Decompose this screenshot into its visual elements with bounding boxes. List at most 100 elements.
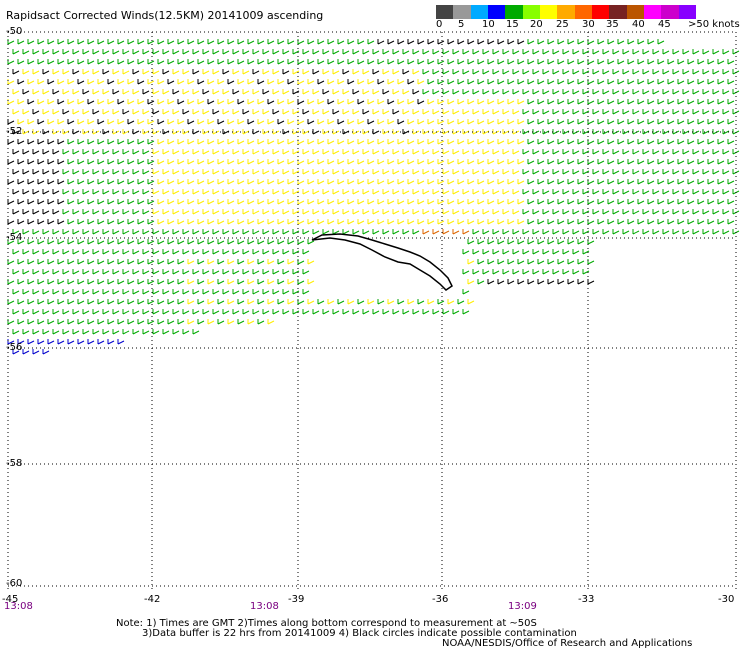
wind-barb — [507, 79, 515, 85]
wind-barb — [382, 89, 390, 95]
wind-barb — [222, 89, 230, 95]
wind-barb — [347, 99, 355, 105]
wind-barb — [637, 199, 645, 205]
wind-barb — [517, 99, 525, 105]
wind-barb — [137, 159, 145, 165]
wind-barb — [272, 69, 280, 75]
wind-barb — [462, 309, 470, 315]
wind-barb — [62, 169, 70, 175]
wind-barb — [362, 69, 370, 75]
legend-swatch — [678, 5, 696, 19]
wind-barb — [447, 179, 455, 185]
wind-barb — [92, 69, 100, 75]
wind-barb — [512, 69, 520, 75]
wind-barb — [212, 209, 220, 215]
wind-barb — [267, 159, 275, 165]
wind-barb — [622, 149, 630, 155]
wind-barb — [282, 149, 290, 155]
wind-barb — [257, 179, 265, 185]
wind-barb — [217, 59, 225, 65]
wind-barb — [257, 219, 265, 225]
wind-barb — [487, 279, 495, 285]
wind-barb — [87, 159, 95, 165]
wind-barb — [582, 89, 590, 95]
wind-barb — [382, 49, 390, 55]
wind-barb — [122, 209, 130, 215]
wind-barb — [552, 249, 560, 255]
wind-barb — [567, 99, 575, 105]
wind-barb — [122, 189, 130, 195]
wind-barb — [407, 39, 415, 45]
wind-barb — [432, 109, 440, 115]
wind-barb — [547, 159, 555, 165]
wind-barb — [577, 239, 585, 245]
wind-barb — [617, 79, 625, 85]
wind-barb — [52, 109, 60, 115]
wind-barb — [492, 89, 500, 95]
wind-barb — [127, 79, 135, 85]
wind-barb — [72, 149, 80, 155]
wind-barb — [187, 239, 195, 245]
wind-barb — [517, 179, 525, 185]
wind-barb — [162, 189, 170, 195]
wind-barb — [377, 219, 385, 225]
wind-barb — [487, 139, 495, 145]
wind-barb — [212, 69, 220, 75]
wind-barb — [507, 159, 515, 165]
wind-barb — [292, 309, 300, 315]
wind-barb — [547, 119, 555, 125]
wind-barb — [537, 39, 545, 45]
wind-barb — [347, 179, 355, 185]
wind-barb — [87, 319, 95, 325]
wind-barb — [627, 119, 635, 125]
wind-barb — [77, 119, 85, 125]
wind-barb — [62, 229, 70, 235]
wind-barb — [272, 189, 280, 195]
wind-barb — [592, 229, 600, 235]
wind-barb — [67, 299, 75, 305]
wind-barb — [107, 39, 115, 45]
wind-barb — [452, 89, 460, 95]
wind-barb — [472, 49, 480, 55]
wind-barb — [672, 209, 680, 215]
wind-barb — [82, 229, 90, 235]
wind-barb — [62, 289, 70, 295]
wind-barb — [387, 219, 395, 225]
wind-barb — [292, 189, 300, 195]
wind-barb — [222, 49, 230, 55]
wind-barb — [352, 189, 360, 195]
wind-barb — [707, 179, 715, 185]
wind-barb — [577, 219, 585, 225]
wind-barb — [292, 229, 300, 235]
wind-barb — [197, 239, 205, 245]
wind-barb — [182, 269, 190, 275]
wind-barb — [177, 319, 185, 325]
wind-barb — [232, 69, 240, 75]
wind-barb — [97, 319, 105, 325]
wind-barb — [287, 259, 295, 265]
wind-barb — [12, 189, 20, 195]
wind-barb — [227, 39, 235, 45]
wind-barb — [27, 219, 35, 225]
wind-barb — [457, 139, 465, 145]
wind-barb — [127, 59, 135, 65]
wind-barb — [47, 259, 55, 265]
wind-barb — [287, 99, 295, 105]
wind-barb — [647, 139, 655, 145]
wind-barb — [27, 259, 35, 265]
wind-barb — [577, 199, 585, 205]
wind-barb — [517, 139, 525, 145]
wind-barb — [262, 289, 270, 295]
wind-barb — [497, 159, 505, 165]
wind-barb — [162, 49, 170, 55]
wind-barb — [602, 89, 610, 95]
wind-barb — [127, 259, 135, 265]
wind-barb — [527, 99, 535, 105]
wind-barb — [567, 199, 575, 205]
wind-barb — [202, 229, 210, 235]
wind-barb — [122, 169, 130, 175]
wind-barb — [422, 209, 430, 215]
wind-barb — [22, 269, 30, 275]
wind-barb — [722, 109, 730, 115]
wind-barb — [537, 179, 545, 185]
